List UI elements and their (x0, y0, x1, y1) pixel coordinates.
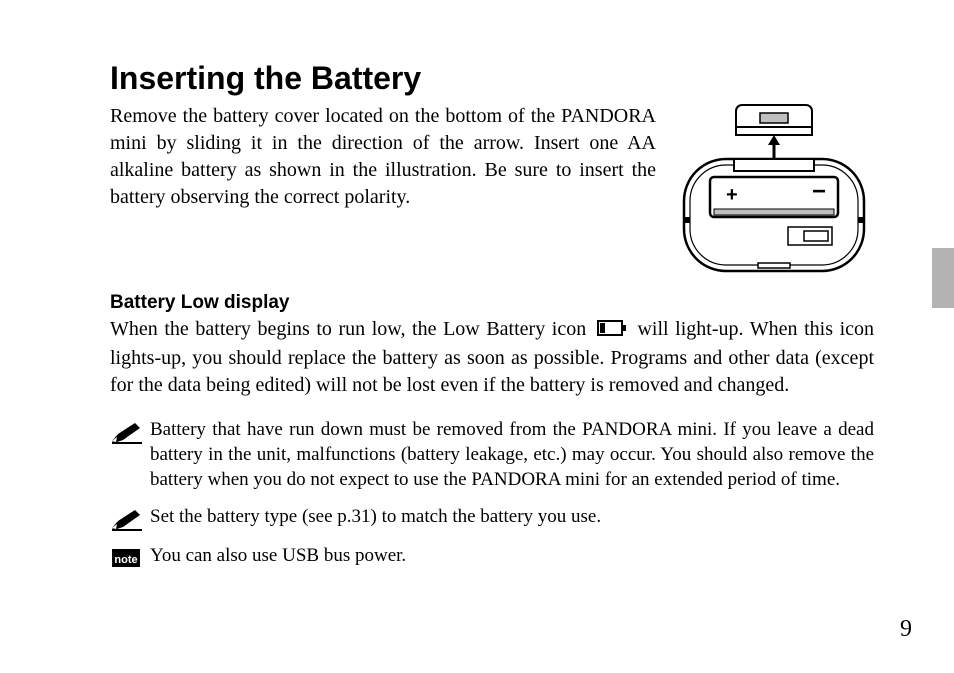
battery-low-paragraph: When the battery begins to run low, the … (110, 316, 874, 399)
manual-page: Inserting the Battery (0, 0, 954, 673)
page-title: Inserting the Battery (110, 60, 874, 97)
note-text: You can also use USB bus power. (150, 543, 874, 568)
section-tab (932, 248, 954, 308)
svg-text:note: note (114, 554, 137, 566)
note-icon: note (110, 546, 144, 570)
battery-illustration: + − (674, 103, 874, 278)
note-text: Battery that have run down must be remov… (150, 417, 874, 492)
svg-text:+: + (726, 184, 738, 206)
subheading: Battery Low display (110, 292, 874, 314)
pencil-icon (110, 507, 144, 531)
page-number: 9 (900, 616, 912, 643)
note-item: note You can also use USB bus power. (110, 543, 874, 570)
note-item: Set the battery type (see p.31) to match… (110, 504, 874, 531)
pencil-icon (110, 420, 144, 444)
intro-block: + − Remove the battery cover located on … (110, 103, 874, 278)
note-item: Battery that have run down must be remov… (110, 417, 874, 492)
body-text-part1: When the battery begins to run low, the … (110, 318, 586, 340)
low-battery-icon (597, 318, 627, 345)
notes-list: Battery that have run down must be remov… (110, 417, 874, 570)
svg-text:−: − (812, 178, 826, 205)
note-text: Set the battery type (see p.31) to match… (150, 504, 874, 529)
